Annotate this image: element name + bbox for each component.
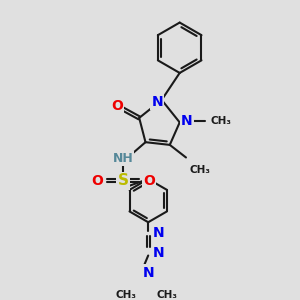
Text: N: N <box>153 226 165 240</box>
Text: CH₃: CH₃ <box>190 165 211 175</box>
Text: O: O <box>111 99 123 113</box>
Text: N: N <box>181 114 193 128</box>
Text: N: N <box>153 246 165 260</box>
Text: O: O <box>143 174 155 188</box>
Text: S: S <box>118 173 128 188</box>
Text: O: O <box>91 174 103 188</box>
Text: N: N <box>142 266 154 280</box>
Text: N: N <box>152 95 163 109</box>
Text: CH₃: CH₃ <box>115 290 136 300</box>
Text: CH₃: CH₃ <box>210 116 231 127</box>
Text: CH₃: CH₃ <box>157 290 178 300</box>
Text: NH: NH <box>112 152 134 165</box>
